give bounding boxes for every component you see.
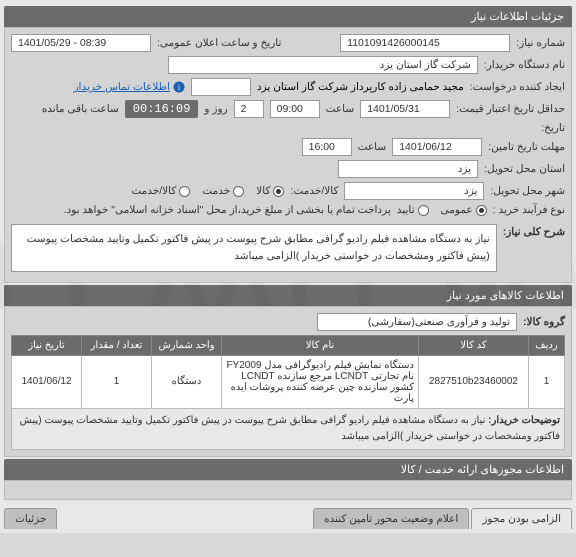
town-field: یزد [344,182,484,200]
creator-value: مجید حمامی زاده کارپرداز شرکت گاز استان … [257,81,464,93]
items-table: ردیف کد کالا نام کالا واحد شمارش تعداد /… [11,335,565,450]
col-date: تاریخ نیاز [12,335,82,355]
deadline-date: 1401/05/31 [360,100,450,118]
creator-label: ایجاد کننده درخواست: [470,81,565,93]
tab-required[interactable]: الزامی بودن مجوز [471,508,572,529]
supply-deadline-label: مهلت تاریخ تامین: [488,141,565,153]
need-no-field: 1101091426000145 [340,34,510,52]
cell-unit: دستگاه [152,355,222,408]
radio-icon [273,186,284,197]
countdown-timer: 00:16:09 [125,100,199,118]
cell-name: دستگاه نمایش فیلم رادیوگرافی مدل FY2009 … [222,355,419,408]
radio-both[interactable]: کالا/خدمت [131,185,190,197]
radio-icon [476,205,487,216]
footer-tabs: الزامی بودن مجوز اعلام وضعیت محور تامین … [4,508,572,529]
buy-type-radio-group: عمومی تایید [397,204,487,216]
radio-treasury[interactable]: تایید [397,204,429,216]
service-label: کالا/خدمت: [290,185,338,197]
col-qty: تعداد / مقدار [82,335,152,355]
radio-service[interactable]: خدمت [202,185,244,197]
deadline-time: 09:00 [270,100,320,118]
announce-label: تاریخ و ساعت اعلان عمومی: [157,37,281,49]
tab-status[interactable]: اعلام وضعیت محور تامین کننده [313,508,469,529]
items-section: گروه کالا: تولید و فرآوری صنعتی(سفارشی) … [4,306,572,457]
city-label: استان محل تحویل: [484,163,565,175]
cell-qty: 1 [82,355,152,408]
supply-time: 16:00 [302,138,352,156]
info-icon: i [173,81,185,93]
city-field: یزد [338,160,478,178]
col-name: نام کالا [222,335,419,355]
buyer-field: شرکت گاز استان یزد [168,56,478,74]
contact-link[interactable]: i اطلاعات تماس خریدار [73,81,184,93]
buy-type-note: پرداخت تمام یا بخشی از مبلغ خرید،از محل … [64,204,391,216]
permits-section [4,480,572,500]
radio-icon [179,186,190,197]
supply-date: 1401/06/12 [392,138,482,156]
buy-type-label: نوع فرآیند خرید : [493,204,565,216]
time-label-1: ساعت [326,103,355,115]
radio-icon [418,205,429,216]
need-no-label: شماره نیاز: [516,37,565,49]
details-header: جزئیات اطلاعات نیاز [4,6,572,27]
announce-field: 1401/05/29 - 08:39 [11,34,151,52]
tab-details[interactable]: جزئیات [4,508,57,529]
remaining-label: ساعت باقی مانده [42,103,119,115]
buyer-label: نام دستگاه خریدار: [484,59,565,71]
col-row: ردیف [529,335,565,355]
cell-row: 1 [529,355,565,408]
cell-code: 2827510b23460002 [419,355,529,408]
note-text: نیاز به دستگاه مشاهده فیلم رادیو گرافی م… [20,415,560,442]
days-value: 2 [234,100,264,118]
radio-goods[interactable]: کالا [256,185,284,197]
time-label-2: ساعت [358,141,387,153]
radio-icon [233,186,244,197]
summary-box: نیاز به دستگاه مشاهده فیلم رادیو گرافی م… [11,224,497,272]
radio-general[interactable]: عمومی [441,204,487,216]
table-row: 1 2827510b23460002 دستگاه نمایش فیلم راد… [12,355,565,408]
items-header: اطلاعات کالاهای مورد نیاز [4,285,572,306]
permits-header: اطلاعات مجوزهای ارائه خدمت / کالا [4,459,572,480]
cell-date: 1401/06/12 [12,355,82,408]
days-label: روز و [204,103,227,115]
deadline-label: حداقل تاریخ اعتبار قیمت: [456,103,565,115]
summary-label: شرح کلی نیاز: [503,226,565,238]
contact-label: اطلاعات تماس خریدار [73,81,169,93]
details-title: جزئیات اطلاعات نیاز [471,11,564,23]
group-label: گروه کالا: [523,316,565,328]
history-label: تاریخ: [541,122,565,134]
note-row: توضیحات خریدار: نیاز به دستگاه مشاهده فی… [12,408,565,449]
creator-blank-field [191,78,251,96]
town-label: شهر محل تحویل: [490,185,565,197]
info-section: شماره نیاز: 1101091426000145 تاریخ و ساع… [4,27,572,283]
col-code: کد کالا [419,335,529,355]
note-label: توضیحات خریدار: [488,415,560,426]
service-radio-group: کالا خدمت کالا/خدمت [131,185,284,197]
col-unit: واحد شمارش [152,335,222,355]
group-field: تولید و فرآوری صنعتی(سفارشی) [317,313,517,331]
